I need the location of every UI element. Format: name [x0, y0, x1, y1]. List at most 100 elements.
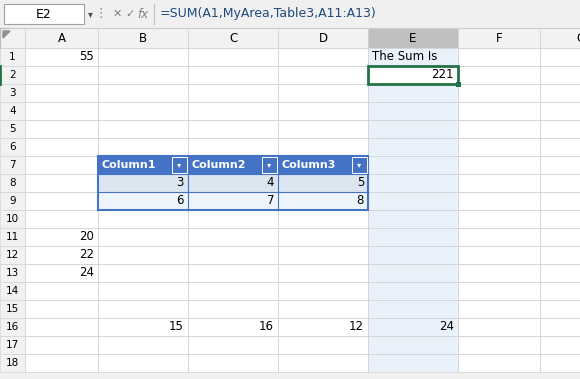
Bar	[25, 336, 98, 354]
Bar	[98, 282, 188, 300]
Text: 16: 16	[6, 322, 19, 332]
Text: 1: 1	[9, 52, 16, 62]
Bar	[25, 192, 98, 210]
Bar	[188, 336, 278, 354]
Text: 15: 15	[169, 321, 184, 334]
Bar	[98, 246, 188, 264]
Text: 12: 12	[6, 250, 19, 260]
Bar	[188, 354, 278, 372]
Bar	[458, 192, 540, 210]
Text: E: E	[409, 31, 416, 44]
Bar	[278, 192, 368, 210]
Bar	[0, 138, 25, 156]
Bar	[188, 192, 278, 210]
Bar	[188, 48, 278, 66]
Bar	[368, 174, 458, 192]
Bar	[458, 66, 540, 84]
Bar	[25, 318, 98, 336]
Bar	[458, 282, 540, 300]
Text: ▾: ▾	[357, 160, 361, 169]
Bar	[25, 228, 98, 246]
Bar	[458, 264, 540, 282]
Bar	[25, 210, 98, 228]
Bar	[368, 48, 458, 372]
Text: 221: 221	[432, 69, 454, 81]
Bar	[458, 336, 540, 354]
Bar	[458, 354, 540, 372]
Bar	[0, 210, 25, 228]
Bar	[278, 156, 368, 174]
Bar	[188, 282, 278, 300]
Bar	[368, 246, 458, 264]
Bar	[98, 66, 188, 84]
Bar	[25, 102, 98, 120]
Bar	[262, 157, 277, 173]
Bar	[368, 228, 458, 246]
Text: 14: 14	[6, 286, 19, 296]
Bar	[98, 120, 188, 138]
Bar	[278, 84, 368, 102]
Text: The Sum Is: The Sum Is	[372, 50, 437, 64]
Bar	[188, 28, 278, 48]
Bar	[98, 174, 188, 192]
Text: Column1: Column1	[102, 160, 157, 170]
Bar	[188, 264, 278, 282]
Bar	[458, 156, 540, 174]
Text: ▾: ▾	[267, 160, 271, 169]
Text: D: D	[318, 31, 328, 44]
Bar	[25, 264, 98, 282]
Bar	[0, 48, 25, 66]
Bar	[540, 192, 580, 210]
Bar	[98, 210, 188, 228]
Bar	[540, 138, 580, 156]
Bar	[458, 138, 540, 156]
Bar	[188, 210, 278, 228]
Text: fx: fx	[137, 8, 148, 20]
Bar	[540, 66, 580, 84]
Bar	[368, 28, 458, 48]
Bar	[368, 282, 458, 300]
Bar	[25, 156, 98, 174]
Bar	[458, 48, 540, 66]
Bar	[278, 192, 368, 210]
Bar	[0, 264, 25, 282]
Bar	[540, 318, 580, 336]
Bar	[540, 84, 580, 102]
Bar	[278, 282, 368, 300]
Text: ✓: ✓	[125, 9, 135, 19]
Text: 13: 13	[6, 268, 19, 278]
Bar	[188, 102, 278, 120]
Bar	[98, 336, 188, 354]
Text: =SUM(A1,MyArea,Table3,A11:A13): =SUM(A1,MyArea,Table3,A11:A13)	[160, 8, 377, 20]
Bar	[98, 192, 188, 210]
Bar	[368, 336, 458, 354]
Text: 24: 24	[439, 321, 454, 334]
Bar	[98, 48, 188, 66]
Bar	[278, 174, 368, 192]
Text: 7: 7	[266, 194, 274, 207]
Text: 221: 221	[432, 69, 454, 81]
Bar	[0, 28, 580, 48]
Bar	[172, 157, 187, 173]
Bar	[352, 157, 367, 173]
Bar	[458, 174, 540, 192]
Bar	[458, 228, 540, 246]
Bar	[368, 192, 458, 210]
Text: 17: 17	[6, 340, 19, 350]
Bar	[458, 246, 540, 264]
Bar	[458, 120, 540, 138]
Text: 9: 9	[9, 196, 16, 206]
Text: 2: 2	[9, 70, 16, 80]
Text: ⋮: ⋮	[95, 8, 107, 20]
Bar	[455, 81, 461, 86]
Bar	[540, 354, 580, 372]
Bar	[0, 336, 25, 354]
Bar	[25, 138, 98, 156]
Bar	[278, 354, 368, 372]
Bar	[368, 354, 458, 372]
Text: 18: 18	[6, 358, 19, 368]
Bar	[25, 300, 98, 318]
Bar	[25, 174, 98, 192]
Bar	[0, 192, 25, 210]
Bar	[25, 282, 98, 300]
